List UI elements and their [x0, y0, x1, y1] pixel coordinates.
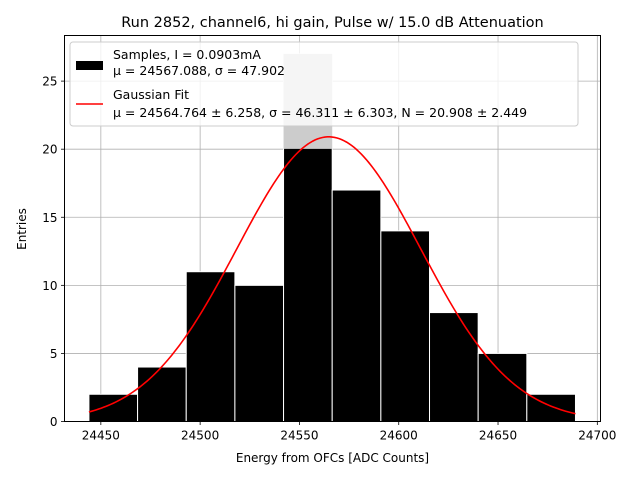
y-tick-label: 15: [42, 211, 57, 225]
legend-histogram-swatch: [76, 61, 103, 70]
x-axis-label: Energy from OFCs [ADC Counts]: [236, 451, 429, 465]
legend-fit-label: Gaussian Fit: [113, 87, 189, 102]
x-tick-label: 24550: [280, 429, 318, 443]
histogram-bar: [331, 189, 382, 422]
histogram-bar: [234, 284, 285, 422]
histogram-bar: [88, 393, 139, 422]
gaussian-fit-layer: [88, 136, 576, 415]
y-tick-label: 10: [42, 279, 57, 293]
y-axis-label: Entries: [15, 208, 29, 250]
chart-title: Run 2852, channel6, hi gain, Pulse w/ 15…: [121, 15, 544, 31]
y-tick-label: 0: [50, 415, 58, 429]
plot-frame: [64, 35, 601, 422]
legend-histogram-label: Samples, I = 0.0903mA: [113, 47, 261, 62]
y-axis-ticks: 0 5 10 15 20 25: [42, 75, 65, 429]
y-tick-label: 20: [42, 143, 57, 157]
x-tick-label: 24600: [380, 429, 418, 443]
histogram-bar: [137, 366, 187, 423]
y-tick-label: 5: [50, 347, 58, 361]
histogram-bar: [380, 230, 431, 422]
histogram-bar: [429, 312, 479, 422]
x-tick-label: 24450: [82, 429, 120, 443]
gaussian-fit-curve: [88, 136, 576, 415]
legend: Samples, I = 0.0903mA μ = 24567.088, σ =…: [69, 41, 579, 127]
y-tick-label: 25: [42, 75, 57, 89]
x-axis-ticks: 24450 24500 24550 24600 24650 24700: [82, 421, 616, 443]
legend-fit-stats: μ = 24564.764 ± 6.258, σ = 46.311 ± 6.30…: [113, 105, 527, 120]
histogram-bar: [185, 271, 236, 422]
x-tick-label: 24650: [479, 429, 517, 443]
legend-box: [69, 41, 579, 127]
x-tick-label: 24500: [181, 429, 219, 443]
x-tick-label: 24700: [578, 429, 616, 443]
legend-histogram-stats: μ = 24567.088, σ = 47.902: [113, 63, 285, 78]
